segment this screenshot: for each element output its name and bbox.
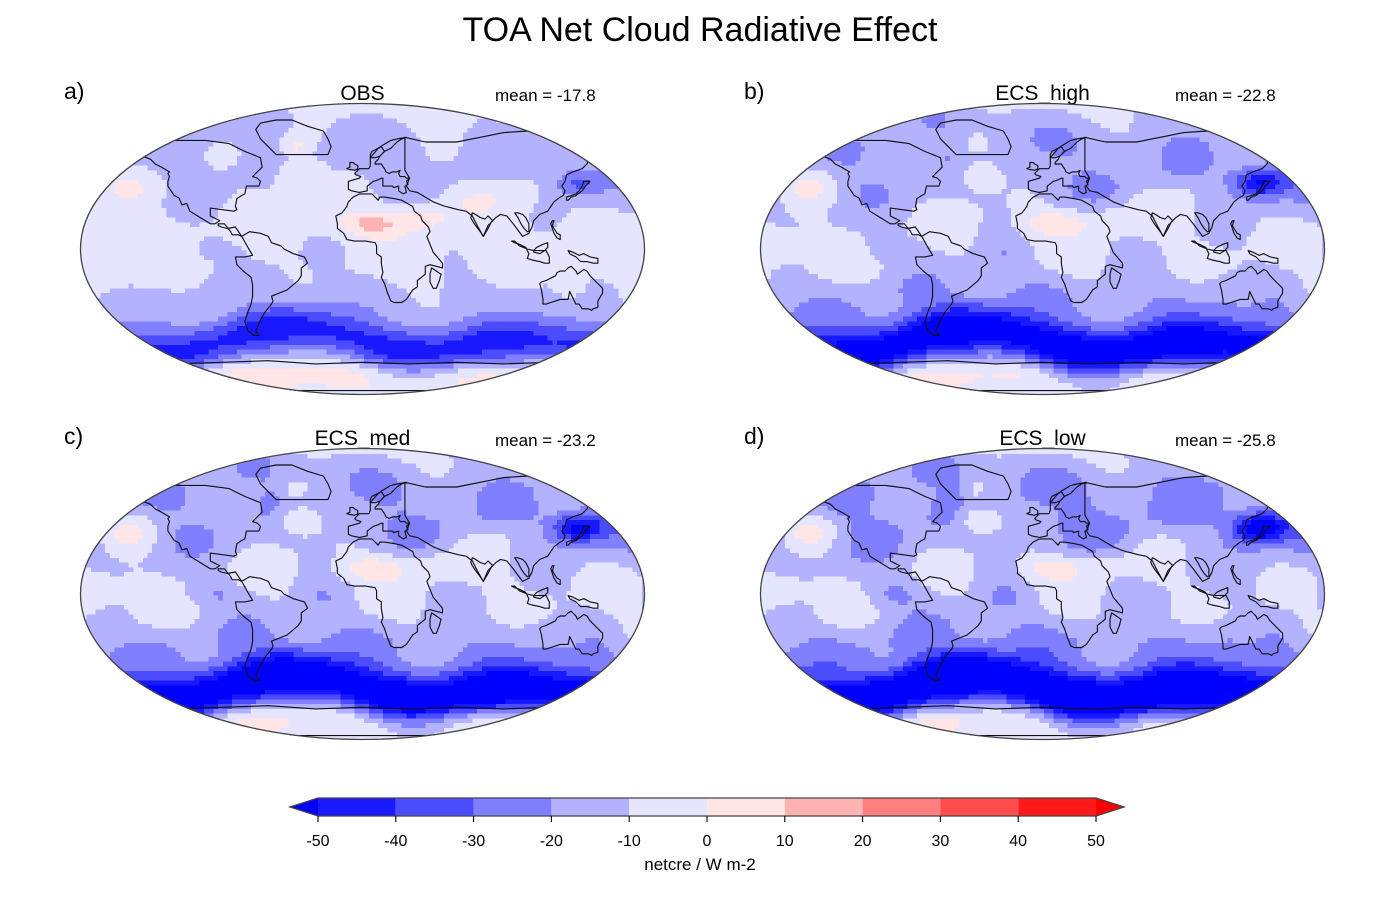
new_zealand bbox=[623, 652, 642, 666]
new_zealand bbox=[1303, 307, 1322, 321]
new_zealand bbox=[623, 307, 642, 321]
new_zealand bbox=[1303, 652, 1322, 666]
